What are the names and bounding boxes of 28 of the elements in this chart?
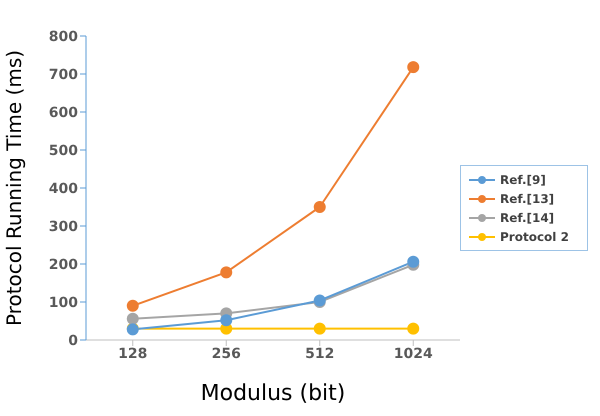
point (220, 266, 232, 278)
point (407, 256, 420, 268)
y-tick-label: 800 (48, 28, 78, 45)
point (126, 300, 139, 312)
x-axis-title: Modulus (bit) (200, 381, 346, 406)
x-tick-label: 1024 (394, 346, 433, 362)
legend-label: Protocol 2 (500, 230, 569, 244)
x-tick-label: 128 (118, 346, 148, 362)
point (407, 61, 420, 74)
y-tick-label: 200 (48, 256, 78, 273)
point (220, 314, 232, 326)
y-tick-label: 100 (48, 294, 78, 311)
legend-label: Ref.[9] (500, 172, 546, 186)
y-axis-title: Protocol Running Time (ms) (2, 50, 26, 326)
y-tick-label: 300 (48, 218, 78, 235)
x-tick-label: 256 (212, 346, 241, 362)
point (314, 322, 326, 335)
y-tick-label: 600 (48, 104, 78, 121)
y-tick-label: 700 (48, 66, 78, 83)
y-tick-label: 400 (48, 180, 78, 197)
y-tick-label: 0 (68, 332, 78, 349)
x-tick-label: 512 (305, 346, 334, 362)
y-tick-label: 500 (48, 142, 78, 159)
point (314, 201, 326, 213)
point (407, 322, 420, 335)
point (126, 312, 139, 325)
legend-label: Ref.[14] (500, 210, 554, 224)
legend-label: Ref.[13] (500, 192, 554, 206)
